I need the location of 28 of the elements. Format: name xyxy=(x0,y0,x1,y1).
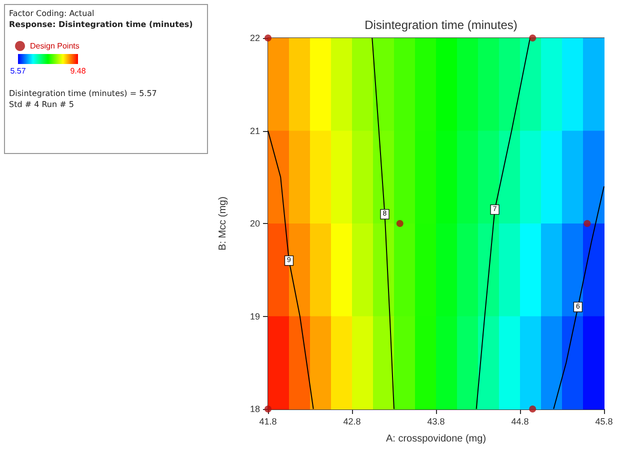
line-series xyxy=(553,186,604,410)
x-tick-label: 44.8 xyxy=(511,416,529,426)
y-axis-title: B: Mcc (mg) xyxy=(218,196,228,250)
line-series xyxy=(372,38,394,410)
text: Std # 4 Run # 5 xyxy=(9,100,75,109)
line-series xyxy=(268,130,314,410)
x-axis-title: A: crosspovidone (mg) xyxy=(386,434,486,444)
x-tick-label: 42.8 xyxy=(343,416,361,426)
y-tick-label: 22 xyxy=(250,33,260,43)
text: Disintegration time (minutes) = 5.57 xyxy=(9,89,158,98)
color-bar-label: 5.57 xyxy=(10,66,26,76)
y-tick-label: 21 xyxy=(250,126,260,136)
y-tick-label: 18 xyxy=(250,404,260,414)
point xyxy=(584,220,591,227)
color-bar-label: 9.48 xyxy=(70,66,86,76)
x-tick-label: 45.8 xyxy=(595,416,613,426)
legend-title: Response: Disintegration time (minutes) xyxy=(9,20,194,29)
y-tick-label: 20 xyxy=(250,218,260,228)
x-tick-label: 41.8 xyxy=(259,416,277,426)
legend-label: Design Points xyxy=(30,42,80,50)
point xyxy=(264,34,272,42)
chart-title: Disintegration time (minutes) xyxy=(364,18,518,32)
text: Factor Coding: Actual xyxy=(9,9,96,18)
y-tick-label: 19 xyxy=(250,311,260,322)
x-tick-label: 43.8 xyxy=(427,416,445,426)
point xyxy=(529,406,536,412)
point xyxy=(529,34,536,42)
point xyxy=(396,220,404,227)
